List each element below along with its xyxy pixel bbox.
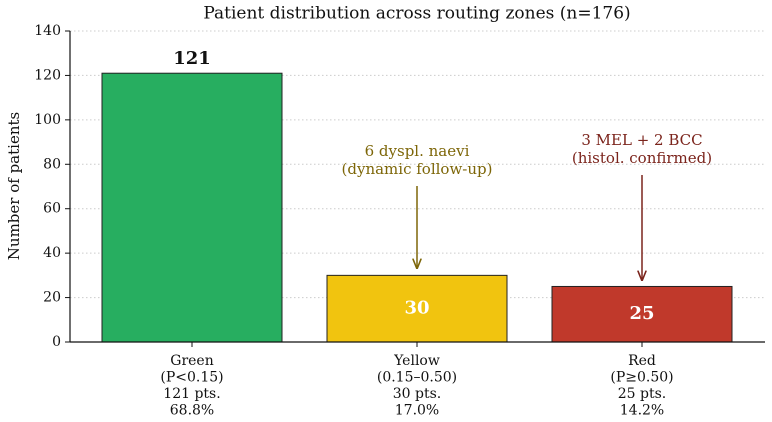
x-tick-label: (0.15–0.50)	[377, 370, 457, 386]
bar	[551, 285, 733, 343]
bar	[326, 274, 508, 343]
x-tick-label: 14.2%	[620, 403, 664, 419]
annotation: 6 dyspl. naevi	[365, 142, 470, 160]
x-tick-label: Green	[170, 353, 213, 369]
y-tick-label: 0	[52, 334, 61, 350]
annotation: (histol. confirmed)	[572, 149, 712, 167]
x-tick-label: Yellow	[393, 353, 440, 369]
annotation: (dynamic follow-up)	[342, 160, 493, 178]
x-tick-label: 30 pts.	[393, 386, 442, 402]
x-tick-label: 25 pts.	[618, 386, 667, 402]
x-tick-label: (P≥0.50)	[610, 370, 673, 386]
x-tick-label: 121 pts.	[163, 386, 220, 402]
bar	[101, 72, 283, 343]
y-tick-label: 20	[43, 290, 61, 306]
y-tick-label: 120	[34, 67, 61, 83]
value-label: 25	[629, 303, 654, 324]
y-tick-label: 40	[43, 245, 61, 261]
y-tick-label: 80	[43, 156, 61, 172]
y-tick-label: 60	[43, 201, 61, 217]
x-tick-label: 68.8%	[170, 403, 214, 419]
y-tick-label: 140	[34, 23, 61, 39]
annotation: 3 MEL + 2 BCC	[581, 131, 702, 149]
y-tick-label: 100	[34, 112, 61, 128]
value-label: 30	[404, 298, 429, 319]
chart-title: Patient distribution across routing zone…	[203, 4, 630, 24]
x-tick-label: Red	[628, 353, 656, 369]
value-label: 121	[173, 48, 211, 69]
y-axis-label: Number of patients	[5, 112, 23, 260]
x-tick-label: (P<0.15)	[160, 370, 223, 386]
x-tick-label: 17.0%	[395, 403, 439, 419]
